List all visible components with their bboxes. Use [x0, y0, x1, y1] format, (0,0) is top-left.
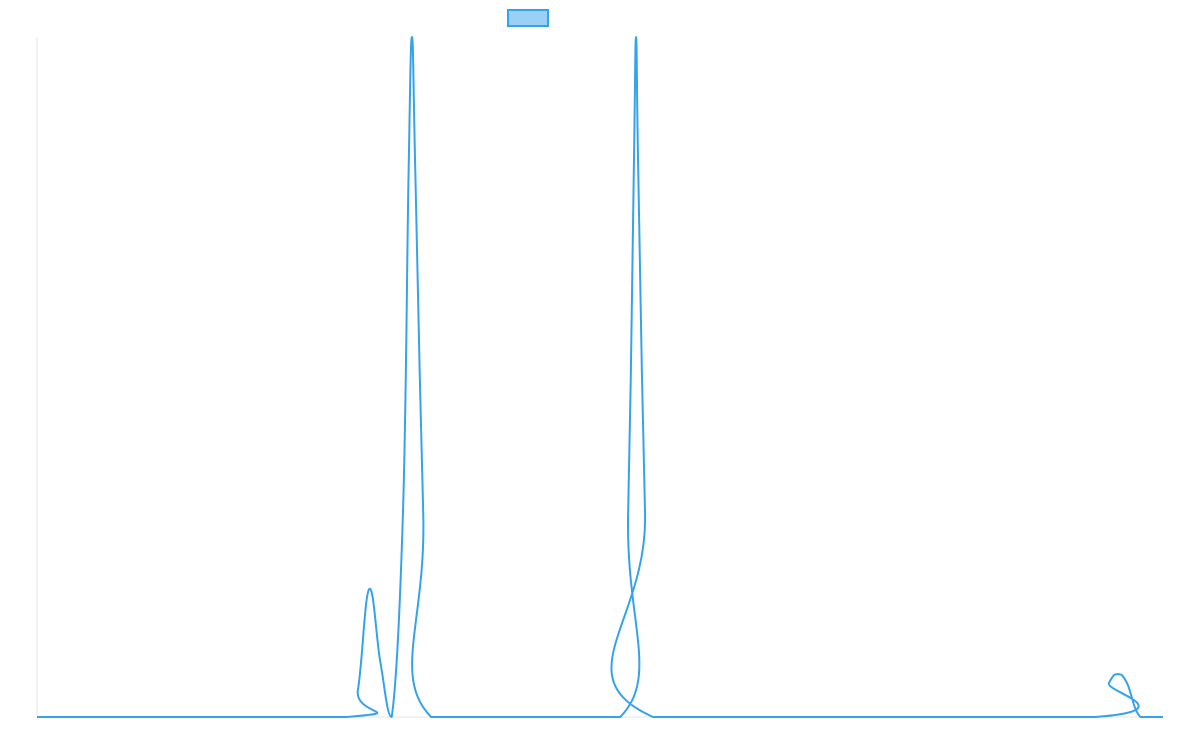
data-point[interactable]	[642, 510, 648, 516]
data-point[interactable]	[420, 510, 426, 516]
data-point[interactable]	[355, 687, 361, 693]
data-point[interactable]	[625, 510, 631, 516]
data-point[interactable]	[366, 586, 372, 592]
data-point[interactable]	[1092, 714, 1098, 720]
data-point[interactable]	[635, 170, 641, 176]
data-point[interactable]	[344, 714, 350, 720]
axes	[36, 37, 1163, 718]
data-point[interactable]	[633, 34, 639, 40]
data-point[interactable]	[1137, 714, 1143, 720]
data-point[interactable]	[406, 170, 412, 176]
data-point[interactable]	[377, 660, 383, 666]
data-point[interactable]	[428, 714, 434, 720]
legend-swatch[interactable]	[507, 9, 549, 27]
data-point[interactable]	[412, 170, 418, 176]
series-layer	[34, 34, 1166, 720]
data-point[interactable]	[409, 34, 415, 40]
data-point[interactable]	[1124, 680, 1130, 686]
data-point[interactable]	[1106, 680, 1112, 686]
data-point[interactable]	[617, 714, 623, 720]
data-point[interactable]	[1160, 714, 1166, 720]
data-point[interactable]	[400, 510, 406, 516]
legend[interactable]	[507, 9, 549, 27]
series-line-0[interactable]	[36, 36, 1163, 719]
data-point[interactable]	[650, 714, 656, 720]
data-point[interactable]	[389, 714, 395, 720]
data-point[interactable]	[1115, 671, 1121, 677]
data-point[interactable]	[34, 714, 40, 720]
